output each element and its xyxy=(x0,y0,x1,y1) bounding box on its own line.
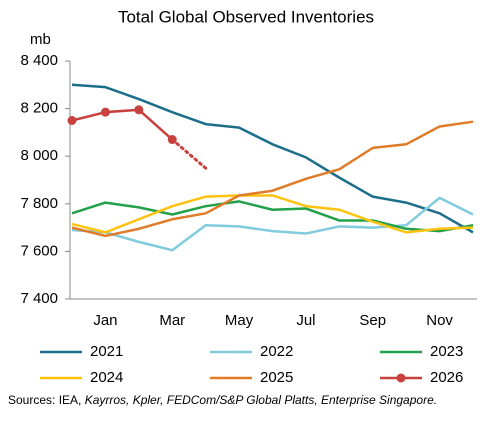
y-tick-label: 7 600 xyxy=(20,242,58,259)
source-text: Sources: IEA, xyxy=(8,393,85,407)
line xyxy=(71,108,174,141)
legend-label: 2021 xyxy=(90,343,123,360)
line xyxy=(71,83,474,234)
x-tick-label: Nov xyxy=(426,312,453,329)
legend-label: 2023 xyxy=(430,343,463,360)
line-dashed xyxy=(170,138,208,170)
y-tick-label: 7 800 xyxy=(20,195,58,212)
chart-title: Total Global Observed Inventories xyxy=(118,7,374,26)
line xyxy=(71,194,474,234)
legend-marker xyxy=(396,373,406,383)
line xyxy=(71,200,474,233)
legend-label: 2022 xyxy=(260,343,293,360)
marker xyxy=(134,105,144,115)
line xyxy=(71,196,474,252)
x-tick-label: Sep xyxy=(359,312,386,329)
marker xyxy=(67,116,77,125)
marker xyxy=(100,107,110,117)
source: Sources: IEA, Kayrros, Kpler, FEDCom/S&P… xyxy=(8,393,478,408)
y-tick-label: 7 400 xyxy=(20,290,58,307)
source-text: Kayrros, Kpler, FEDCom/S&P Global Platts… xyxy=(84,393,438,407)
x-tick-label: Jul xyxy=(296,312,315,329)
legend-label: 2024 xyxy=(90,369,123,386)
legend-label: 2025 xyxy=(260,369,293,386)
x-tick-label: May xyxy=(225,312,254,329)
y-tick-label: 8 000 xyxy=(20,147,58,164)
marker xyxy=(167,135,177,145)
chart: Total Global Observed Inventories mb 7 4… xyxy=(20,7,477,386)
legend-label: 2026 xyxy=(430,369,463,386)
x-tick-label: Jan xyxy=(93,312,117,329)
y-tick-label: 8 400 xyxy=(20,52,58,69)
line xyxy=(71,120,474,238)
y-unit: mb xyxy=(30,31,51,48)
y-tick-label: 8 200 xyxy=(20,100,58,117)
x-tick-label: Mar xyxy=(159,312,185,329)
